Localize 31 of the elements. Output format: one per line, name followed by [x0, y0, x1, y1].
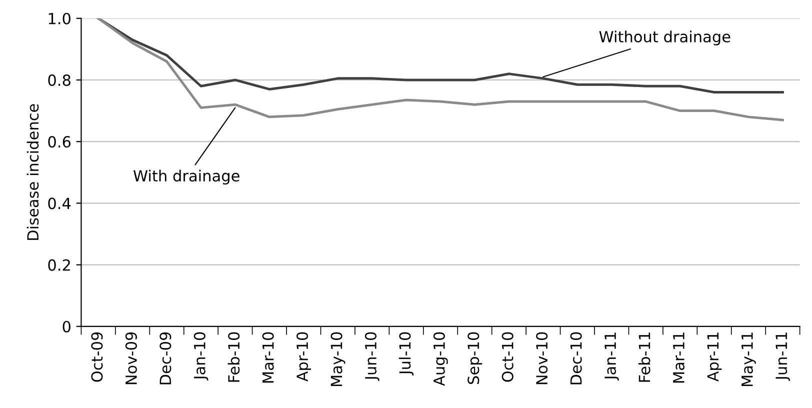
y-tick-label: 0.6: [48, 136, 71, 148]
y-axis-title: Disease incidence: [26, 104, 39, 240]
x-tick-label: Feb-10: [228, 332, 240, 382]
x-tick-label: Mar-11: [673, 332, 684, 383]
x-tick-label: Nov-09: [125, 332, 137, 384]
y-tick-label: 0: [62, 320, 70, 332]
y-tick-label: 0.8: [48, 74, 70, 86]
x-tick-label: Jan-10: [194, 332, 208, 381]
x-tick-label: Sep-10: [468, 332, 482, 384]
x-tick-label: Jan-11: [604, 332, 619, 381]
x-tick-label: May-11: [742, 332, 756, 386]
annotation: Without drainage: [599, 30, 730, 46]
x-tick-label: Apr-11: [707, 332, 722, 382]
annotation: With drainage: [133, 170, 240, 185]
x-tick-label: Nov-10: [536, 332, 548, 384]
x-tick-label: Apr-10: [296, 332, 312, 382]
x-tick-label: Jun-11: [776, 332, 790, 381]
x-tick-label: Oct-10: [502, 332, 514, 382]
y-tick-label: 1.0: [48, 12, 70, 24]
x-tick-label: May-10: [330, 332, 346, 386]
x-tick-label: Oct-09: [91, 332, 103, 382]
x-tick-label: Dec-09: [160, 332, 172, 384]
y-tick-label: 0.4: [48, 198, 71, 210]
x-tick-label: Dec-10: [570, 332, 582, 384]
x-tick-label: Aug-10: [433, 332, 448, 386]
x-tick-label: Feb-11: [638, 332, 650, 382]
x-tick-label: Jun-10: [364, 332, 380, 381]
line-series: [97, 18, 784, 122]
y-tick-label: 0.2: [48, 259, 70, 271]
x-tick-label: Mar-10: [262, 332, 274, 383]
x-tick-label: Jul-10: [398, 332, 414, 376]
